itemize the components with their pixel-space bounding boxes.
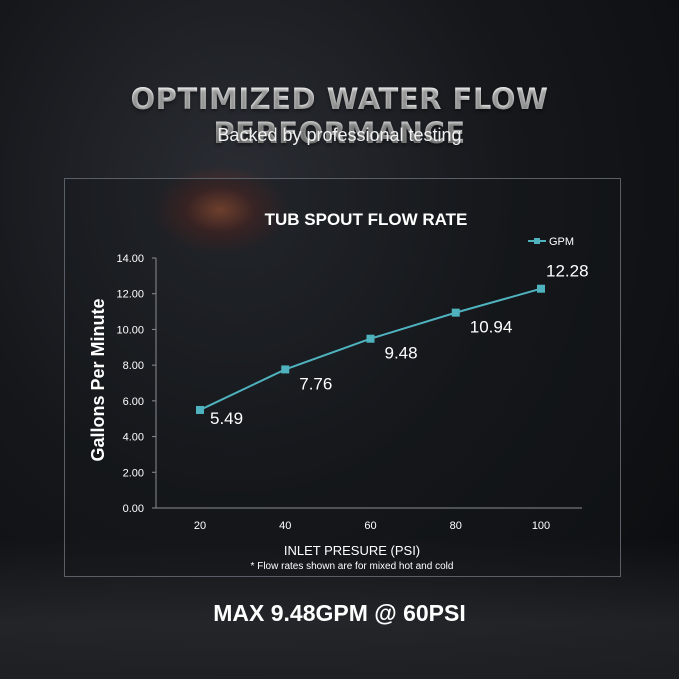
max-flow-caption: MAX 9.48GPM @ 60PSI (213, 600, 466, 626)
series-line (199, 287, 542, 411)
data-label: 12.28 (546, 262, 589, 281)
data-point (281, 365, 290, 374)
x-tick-label: 40 (279, 520, 291, 532)
y-tick-label: 6.00 (123, 396, 144, 408)
y-tick-label: 8.00 (123, 360, 144, 372)
x-tick-label: 20 (194, 520, 206, 532)
data-point (451, 308, 460, 317)
y-tick-label: 14.00 (116, 253, 144, 265)
chart-footnote: * Flow rates shown are for mixed hot and… (251, 561, 454, 572)
y-tick-label: 0.00 (123, 503, 144, 515)
page-subtitle: Backed by professional testing (217, 125, 462, 145)
y-axis-title: Gallons Per Minute (88, 298, 108, 461)
data-point (537, 284, 545, 293)
x-tick-label: 100 (532, 520, 550, 532)
x-tick-labels: 20 40 60 80 100 (194, 520, 550, 532)
y-tick-labels: 0.00 2.00 4.00 6.00 8.00 10.00 12.00 14.00 (116, 253, 156, 515)
y-tick-label: 10.00 (116, 324, 144, 336)
data-label: 7.76 (299, 374, 332, 393)
page-title: OPTIMIZED WATER FLOW PERFORMANCE (0, 82, 679, 150)
data-labels: 5.49 7.76 9.48 10.94 12.28 (210, 262, 589, 428)
legend: GPM (528, 236, 574, 248)
x-tick-label: 60 (364, 520, 376, 532)
x-tick-label: 80 (450, 520, 462, 532)
data-point (366, 334, 375, 343)
y-tick-label: 4.00 (123, 432, 144, 444)
legend-marker (534, 238, 540, 244)
data-point (196, 405, 204, 414)
y-tick-label: 2.00 (123, 467, 144, 479)
y-tick-label: 12.00 (116, 289, 144, 301)
data-label: 10.94 (470, 318, 513, 337)
data-label: 9.48 (385, 344, 418, 363)
chart-title: TUB SPOUT FLOW RATE (265, 210, 468, 229)
series-gpm (196, 284, 545, 414)
legend-label: GPM (549, 236, 574, 248)
x-axis-title: INLET PRESURE (PSI) (284, 543, 420, 558)
data-label: 5.49 (210, 409, 243, 428)
chart-panel (64, 178, 621, 577)
